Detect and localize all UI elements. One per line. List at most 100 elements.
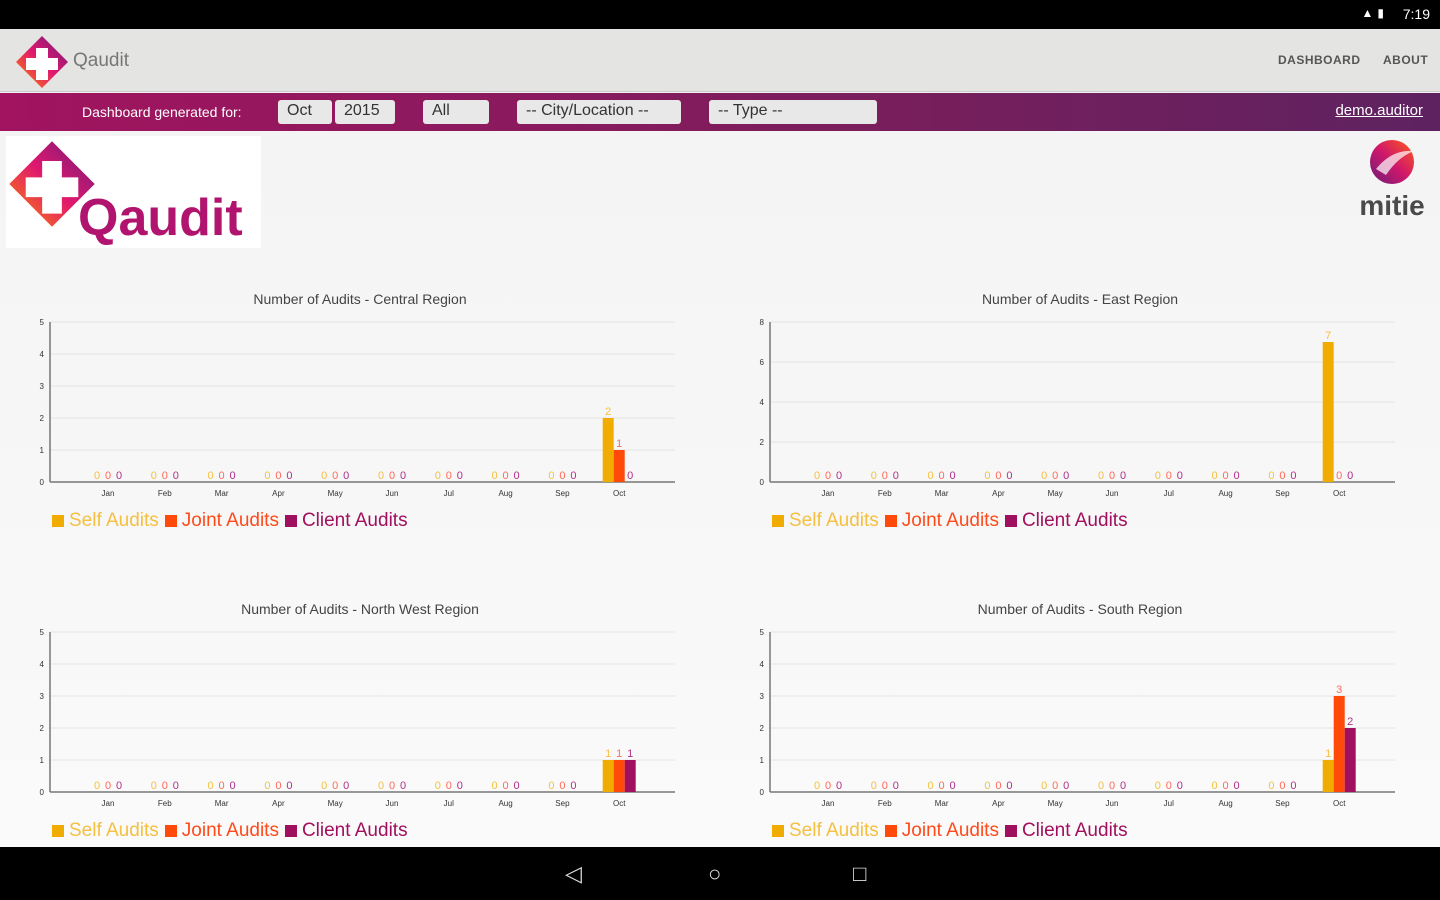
data-label: 0 [559, 470, 565, 482]
data-label: 0 [105, 470, 111, 482]
partner-text: mitie [1359, 190, 1425, 221]
data-label: 0 [1166, 470, 1172, 482]
y-tick-label: 3 [40, 692, 45, 701]
x-tick-label: Oct [1333, 489, 1346, 498]
qaudit-logo-icon[interactable] [14, 34, 70, 90]
user-link[interactable]: demo.auditor [1335, 102, 1423, 119]
legend-item[interactable]: Joint Audits [884, 510, 999, 531]
x-tick-label: May [1048, 489, 1063, 498]
x-tick-label: Aug [1218, 799, 1232, 808]
dashboard: Qaudit mitie Number of Audits - Central … [0, 131, 1440, 847]
legend-swatch [772, 515, 784, 527]
legend-label: Self Audits [789, 820, 879, 841]
data-label: 0 [105, 780, 111, 792]
x-tick-label: Apr [272, 799, 285, 808]
data-label: 1 [616, 748, 622, 760]
data-label: 0 [871, 470, 877, 482]
data-label: 0 [893, 470, 899, 482]
data-label: 0 [882, 470, 888, 482]
data-label: 0 [1223, 780, 1229, 792]
x-tick-label: Aug [1218, 489, 1232, 498]
legend-item[interactable]: Self Audits [52, 820, 159, 841]
data-label: 0 [173, 780, 179, 792]
chart-svg: Number of Audits - South Region 0 1 2 3 4 5 Jan… [760, 601, 1395, 808]
data-label: 0 [492, 780, 498, 792]
data-label: 0 [173, 470, 179, 482]
chart-title: Number of Audits - North West Region [241, 601, 479, 617]
android-nav-bar: ◁ ○ □ [0, 847, 1440, 900]
home-icon[interactable]: ○ [708, 861, 722, 886]
legend-item[interactable]: Client Audits [284, 510, 408, 531]
legend-label: Self Audits [69, 510, 159, 531]
scope-select[interactable]: All [423, 100, 489, 124]
legend-item[interactable]: Joint Audits [164, 510, 279, 531]
data-label: 0 [1006, 780, 1012, 792]
data-label: 0 [400, 470, 406, 482]
data-label: 0 [893, 780, 899, 792]
legend-item[interactable]: Self Audits [772, 510, 879, 531]
y-tick-label: 5 [40, 318, 45, 327]
year-select[interactable]: 2015 [335, 100, 395, 124]
legend-item[interactable]: Client Audits [1004, 510, 1128, 531]
data-label: 0 [446, 780, 452, 792]
y-tick-label: 4 [40, 660, 45, 669]
chart-legend: Self Audits Joint Audits Client Audits [772, 820, 1134, 842]
y-tick-label: 0 [760, 788, 765, 797]
data-label: 0 [1212, 470, 1218, 482]
data-label: 0 [984, 780, 990, 792]
chart-east: Number of Audits - East Region 0 2 4 6 8 Jan 0 0… [730, 288, 1430, 548]
legend-item[interactable]: Client Audits [284, 820, 408, 841]
qaudit-brand-icon [9, 141, 95, 227]
x-tick-label: Feb [878, 489, 892, 498]
y-tick-label: 8 [760, 318, 765, 327]
legend-item[interactable]: Self Audits [772, 820, 879, 841]
chart-legend: Self Audits Joint Audits Client Audits [52, 510, 414, 532]
legend-swatch [884, 515, 897, 527]
data-label: 0 [378, 470, 384, 482]
data-label: 1 [605, 748, 611, 760]
legend-item[interactable]: Client Audits [1004, 820, 1128, 841]
x-tick-label: Feb [158, 799, 172, 808]
x-tick-label: Jan [822, 489, 835, 498]
x-tick-label: Jul [444, 489, 454, 498]
legend-item[interactable]: Joint Audits [884, 820, 999, 841]
data-label: 0 [950, 470, 956, 482]
bar-self-audits [602, 760, 614, 792]
x-tick-label: Jun [1106, 489, 1119, 498]
x-tick-label: Oct [613, 489, 626, 498]
x-tick-label: Sep [1275, 799, 1290, 808]
data-label: 0 [1347, 470, 1353, 482]
data-label: 0 [1268, 470, 1274, 482]
qaudit-brand-logo: Qaudit [6, 136, 261, 248]
legend-label: Self Audits [789, 510, 879, 531]
data-label: 0 [814, 470, 820, 482]
nav-dashboard[interactable]: DASHBOARD [1278, 53, 1361, 67]
bar-self-audits [602, 418, 614, 482]
x-tick-label: May [1048, 799, 1063, 808]
back-icon[interactable]: ◁ [565, 861, 582, 886]
legend-item[interactable]: Self Audits [52, 510, 159, 531]
data-label: 0 [1006, 470, 1012, 482]
legend-swatch [772, 825, 784, 837]
data-label: 0 [548, 470, 554, 482]
y-tick-label: 0 [40, 788, 45, 797]
chart-svg: Number of Audits - North West Region 0 1 2 3… [40, 601, 675, 808]
type-select[interactable]: -- Type -- [709, 100, 877, 124]
city-select[interactable]: -- City/Location -- [517, 100, 681, 124]
chart-central: Number of Audits - Central Region 0 1 2 3 4 5 J… [10, 288, 710, 548]
legend-label: Client Audits [1021, 820, 1128, 841]
month-select[interactable]: Oct [278, 100, 332, 124]
x-tick-label: May [328, 489, 343, 498]
data-label: 0 [230, 470, 236, 482]
recents-icon[interactable]: □ [853, 861, 867, 886]
x-tick-label: Jul [444, 799, 454, 808]
data-label: 0 [1120, 470, 1126, 482]
data-label: 0 [570, 780, 576, 792]
legend-item[interactable]: Joint Audits [164, 820, 279, 841]
data-label: 0 [457, 470, 463, 482]
legend-label: Self Audits [69, 820, 159, 841]
x-tick-label: Oct [1333, 799, 1346, 808]
data-label: 0 [503, 780, 509, 792]
data-label: 0 [1052, 470, 1058, 482]
nav-about[interactable]: ABOUT [1383, 53, 1429, 67]
